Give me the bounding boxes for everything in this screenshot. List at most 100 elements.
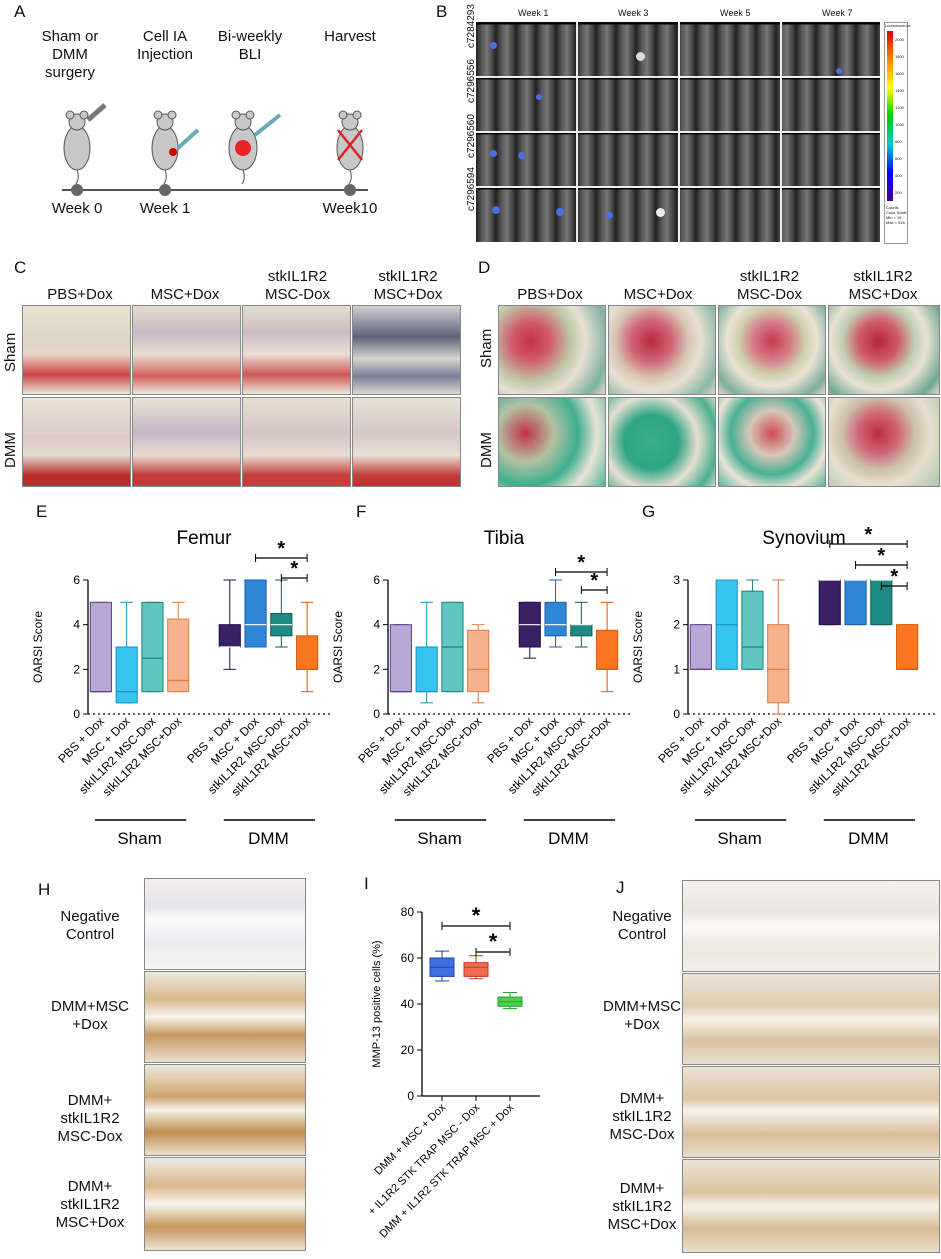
panel-d-row-label: Sham xyxy=(478,328,495,368)
panel-j-label: DMM+MSC +Dox xyxy=(603,998,681,1033)
y-tick-label: 4 xyxy=(73,618,80,632)
box-iqr xyxy=(89,601,112,693)
y-axis-label: OARSI Score xyxy=(31,611,45,683)
box-iqr xyxy=(818,579,841,626)
mmp13-box-chart: MMP-13 positive cells (%) 0 20 40 60 80 DMM + … xyxy=(370,903,540,1240)
bli-signal-spot xyxy=(606,212,613,219)
colorbar-title: Luminescence xyxy=(885,23,911,28)
box-plot xyxy=(467,624,490,704)
box-plot xyxy=(429,950,455,982)
bli-row-label: c7284293 xyxy=(466,4,477,48)
colorbar-tick: 600 xyxy=(895,156,902,161)
histology-image xyxy=(132,305,241,395)
panel-h-ihc-images xyxy=(144,878,306,1253)
timepoint-week0: Week 0 xyxy=(51,200,103,217)
significance-star: * xyxy=(877,545,885,567)
panel-j-labels: Negative Control DMM+MSC +Dox DMM+ stkIL… xyxy=(598,880,688,1255)
y-tick-label: 60 xyxy=(401,951,415,965)
histology-image xyxy=(22,305,131,395)
colorbar-tick: 2000 xyxy=(895,37,904,42)
panel-h-label: DMM+ stkIL1R2 MSC-Dox xyxy=(57,1092,123,1145)
colorbar-ticks: 2000 1800 1600 1400 1200 1000 800 600 40… xyxy=(895,31,904,201)
box-iqr xyxy=(596,629,619,670)
x-tick-label: DMM + IL1R2 STK TRAP MSC + Dox xyxy=(377,1101,516,1240)
group-label-dmm: DMM xyxy=(848,829,889,848)
bli-row-label: c7296594 xyxy=(466,167,477,211)
scalpel-icon xyxy=(86,103,107,122)
injection-site-icon xyxy=(169,148,177,156)
ihc-image xyxy=(144,1064,306,1156)
significance-star: * xyxy=(472,903,481,928)
box-plot xyxy=(818,579,841,626)
box-plot xyxy=(715,579,738,670)
box-iqr xyxy=(415,646,438,693)
panel-d-col-label: PBS+Dox xyxy=(517,286,583,303)
bli-divider xyxy=(476,131,880,133)
box-iqr xyxy=(741,590,764,670)
box-plot xyxy=(244,579,267,648)
y-tick-label: 0 xyxy=(373,707,380,721)
mouse-icon-2 xyxy=(151,110,179,185)
bli-signal-spot xyxy=(636,52,645,61)
box-plot xyxy=(270,579,293,648)
panel-c-histology-grid xyxy=(22,305,462,487)
box-plot xyxy=(767,579,790,715)
histology-image xyxy=(242,305,351,395)
box-iqr xyxy=(296,635,319,670)
bli-week-label: Week 3 xyxy=(618,8,649,18)
box-plot xyxy=(115,601,138,704)
y-tick-label: 4 xyxy=(373,618,380,632)
colorbar-foot-line: Color Scale xyxy=(886,210,907,215)
y-tick-label: 0 xyxy=(73,707,80,721)
bli-signal-icon xyxy=(235,140,251,156)
panel-h-label: Negative Control xyxy=(60,908,120,943)
significance-star: * xyxy=(290,558,298,580)
mouse-icon-1 xyxy=(63,110,91,185)
panel-c-row-label: Sham xyxy=(2,332,19,372)
histology-image xyxy=(718,305,826,395)
colorbar-tick: 400 xyxy=(895,173,902,178)
box-iqr xyxy=(689,624,712,670)
bli-signal-spot xyxy=(492,206,500,214)
panel-label-b: B xyxy=(436,2,448,21)
bli-signal-spot xyxy=(490,150,497,157)
panel-d-histology-grid xyxy=(498,305,940,487)
panel-label-i: I xyxy=(364,874,369,893)
colorbar-foot-line: Max = 516 xyxy=(886,220,905,225)
panel-label-e: E xyxy=(36,502,48,521)
y-tick-label: 80 xyxy=(401,905,415,919)
histology-image xyxy=(352,305,461,395)
syringe-icon xyxy=(176,128,200,150)
box-iqr xyxy=(570,624,593,637)
syringe-icon-2 xyxy=(253,113,282,137)
histology-image xyxy=(828,305,940,395)
panel-d-col-label: MSC+Dox xyxy=(623,286,693,303)
panel-j-label: DMM+ stkIL1R2 MSC-Dox xyxy=(609,1090,675,1143)
histology-image xyxy=(242,397,351,487)
ihc-image xyxy=(682,1066,940,1158)
histology-image xyxy=(608,397,716,487)
group-label-dmm: DMM xyxy=(548,829,589,848)
box-plot xyxy=(441,601,464,693)
bli-image-grid: Week 1 Week 3 Week 5 Week 7 c7284293 c72… xyxy=(456,4,911,244)
y-tick-label: 20 xyxy=(401,1043,415,1057)
box-iqr xyxy=(767,624,790,704)
panel-h-label: DMM+MSC +Dox xyxy=(51,998,129,1033)
panel-h-labels: Negative Control DMM+MSC +Dox DMM+ stkIL… xyxy=(20,880,150,1250)
panel-j-ihc-images xyxy=(682,880,940,1255)
bli-signal-spot xyxy=(518,152,525,159)
panel-label-h: H xyxy=(38,880,51,899)
panel-d-col-label: stkIL1R2 MSC-Dox xyxy=(736,268,802,303)
colorbar-tick: 1800 xyxy=(895,54,904,59)
timepoint-week1: Week 1 xyxy=(139,200,191,217)
histology-image xyxy=(498,305,606,395)
colorbar-tick: 1200 xyxy=(895,105,904,110)
box-iqr xyxy=(389,624,412,693)
box-plot xyxy=(741,579,764,670)
group-label-sham: Sham xyxy=(117,829,161,848)
panel-j-label: Negative Control xyxy=(612,908,672,943)
ihc-image xyxy=(682,1159,940,1253)
colorbar-tick: 1400 xyxy=(895,88,904,93)
